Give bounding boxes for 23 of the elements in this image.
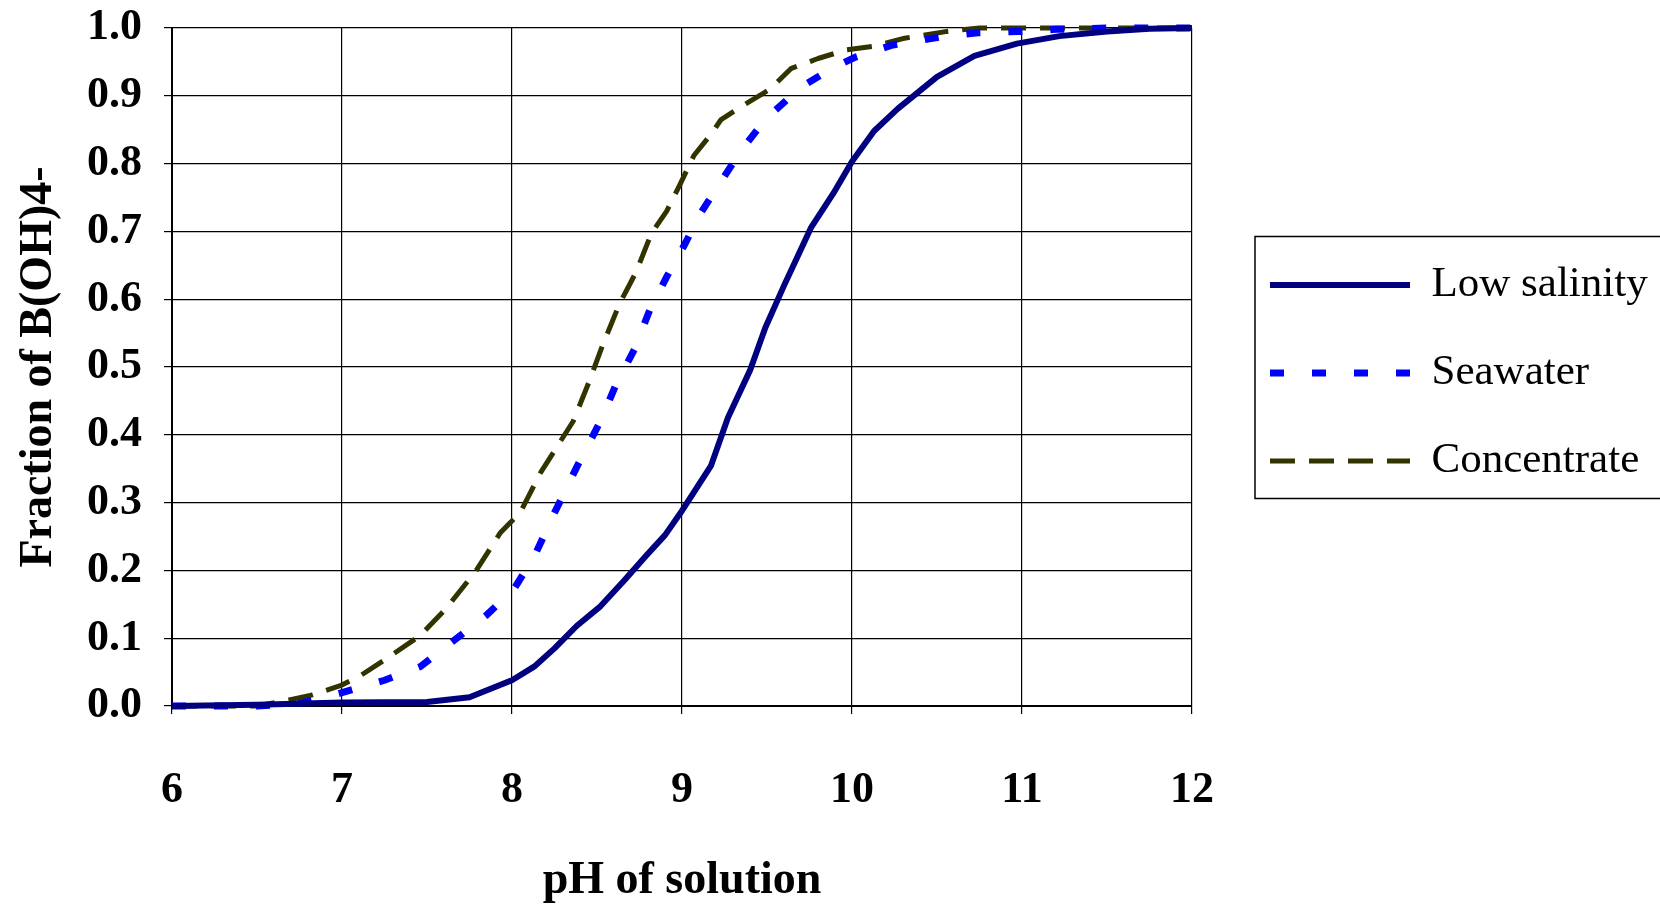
x-tick-label: 7 bbox=[331, 762, 353, 812]
x-tick-label: 6 bbox=[161, 762, 183, 812]
legend-label: Concentrate bbox=[1431, 434, 1640, 482]
y-axis-title: Fraction of B(OH)4- bbox=[10, 166, 62, 568]
y-tick-label: 0.9 bbox=[87, 68, 142, 118]
y-tick-label: 0.1 bbox=[87, 610, 142, 660]
y-tick-label: 0.7 bbox=[87, 203, 142, 253]
y-tick-label: 0.5 bbox=[87, 339, 142, 389]
x-tick-label: 8 bbox=[501, 762, 523, 812]
legend-label: Low salinity bbox=[1431, 258, 1649, 306]
legend-label: Seawater bbox=[1431, 346, 1590, 394]
y-tick-label: 0.4 bbox=[87, 407, 142, 457]
y-tick-label: 0.8 bbox=[87, 135, 142, 185]
y-tick-label: 0.0 bbox=[87, 678, 142, 728]
y-tick-label: 0.6 bbox=[87, 271, 142, 321]
x-tick-label: 11 bbox=[1001, 762, 1043, 812]
y-tick-label: 0.2 bbox=[87, 542, 142, 592]
x-tick-label: 12 bbox=[1170, 762, 1214, 812]
x-axis-title: pH of solution bbox=[542, 852, 822, 904]
y-tick-label: 1.0 bbox=[87, 0, 142, 50]
x-tick-label: 9 bbox=[671, 762, 693, 812]
y-tick-label: 0.3 bbox=[87, 474, 142, 524]
x-tick-label: 10 bbox=[830, 762, 874, 812]
